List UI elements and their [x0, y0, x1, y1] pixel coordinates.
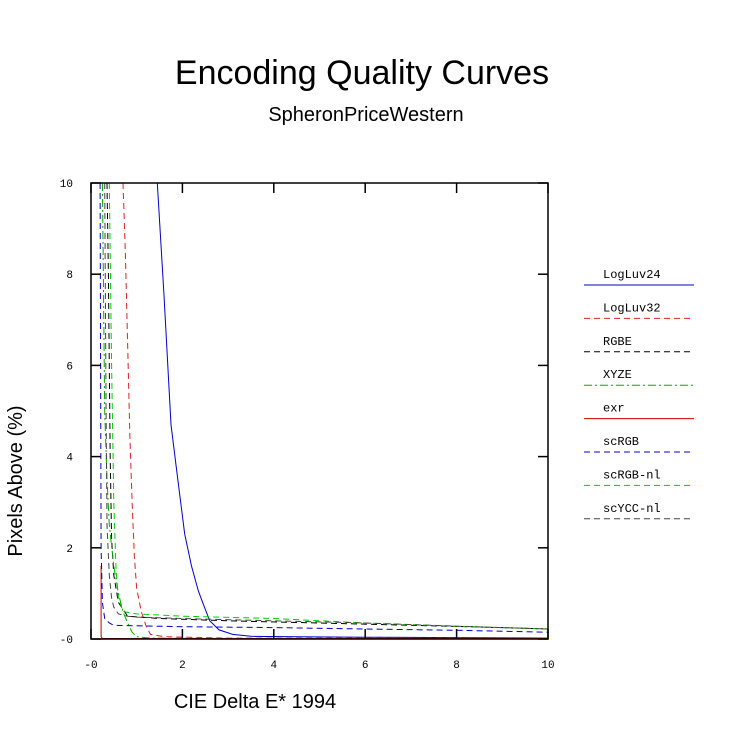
x-tick-label: 2: [179, 660, 186, 672]
series-line-logluv24: [156, 183, 548, 639]
x-tick-label: -0: [84, 660, 97, 672]
x-tick-label: 4: [270, 660, 277, 672]
series-line-scrgb-nl: [108, 183, 548, 630]
x-tick-label: 8: [453, 660, 460, 672]
y-axis-label: Pixels Above (%): [5, 405, 27, 556]
series-line-rgbe: [106, 183, 548, 630]
legend-label-exr: exr: [603, 402, 625, 416]
legend: LogLuv24 LogLuv32 RGBE XYZE exr scRGB scRGB-nl…: [584, 268, 694, 520]
series-line-exr: [100, 566, 548, 639]
y-tick-label: 2: [66, 544, 73, 556]
legend-label-scrgb-nl: scRGB-nl: [603, 468, 661, 482]
y-tick-label: -0: [60, 635, 73, 647]
legend-label-scycc-nl: scYCC-nl: [603, 502, 661, 516]
chart-title: Encoding Quality Curves: [175, 54, 549, 92]
series-line-xyze: [101, 183, 548, 639]
x-tick-label: 6: [362, 660, 369, 672]
legend-label-logluv24: LogLuv24: [603, 268, 661, 282]
y-tick-label: 6: [66, 361, 73, 373]
series-line-logluv32: [122, 183, 548, 639]
series-line-scycc-nl: [104, 183, 548, 630]
x-tick-label: 10: [541, 660, 554, 672]
legend-label-xyze: XYZE: [603, 368, 632, 382]
y-tick-label: 10: [60, 179, 73, 191]
chart-subtitle: SpheronPriceWestern: [268, 104, 463, 126]
plot-frame: [90, 182, 549, 640]
x-axis-label: CIE Delta E* 1994: [174, 691, 336, 713]
y-tick-label: 4: [66, 453, 73, 465]
legend-label-logluv32: LogLuv32: [603, 301, 661, 315]
legend-label-rgbe: RGBE: [603, 335, 632, 349]
y-tick-label: 8: [66, 270, 73, 282]
series-line-scrgb: [99, 183, 548, 633]
legend-label-scrgb: scRGB: [603, 435, 639, 449]
